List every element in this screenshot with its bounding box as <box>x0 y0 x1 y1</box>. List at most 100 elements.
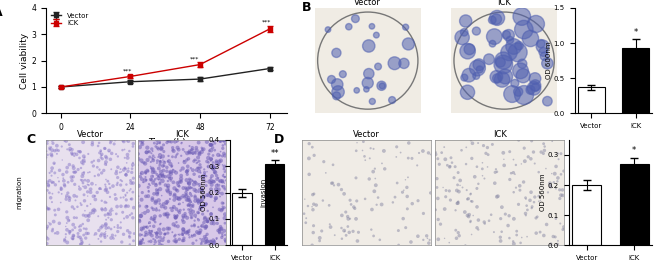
Circle shape <box>540 52 548 60</box>
Point <box>455 178 465 182</box>
Point <box>200 215 210 220</box>
Point <box>477 161 488 165</box>
Point <box>158 164 168 168</box>
Point <box>181 158 192 162</box>
Point <box>106 236 117 240</box>
Point <box>155 187 165 191</box>
Point <box>440 236 450 240</box>
Point <box>147 229 158 233</box>
Point <box>491 167 501 171</box>
Circle shape <box>531 83 540 91</box>
Point <box>74 225 84 229</box>
Point <box>431 150 442 154</box>
Circle shape <box>490 10 505 25</box>
Point <box>116 204 127 208</box>
Point <box>204 190 215 194</box>
Point <box>387 200 398 204</box>
Point <box>176 141 186 145</box>
Point <box>173 139 183 143</box>
Point <box>351 149 362 153</box>
Point <box>169 198 180 202</box>
Point <box>76 239 87 244</box>
Point <box>177 218 188 222</box>
Circle shape <box>464 44 475 55</box>
Point <box>555 196 565 200</box>
Point <box>169 192 180 197</box>
Point <box>200 241 211 245</box>
Point <box>79 156 90 160</box>
Point <box>403 175 413 179</box>
Point <box>121 204 131 209</box>
Point <box>210 148 220 152</box>
Point <box>504 150 515 154</box>
Circle shape <box>513 63 529 79</box>
Point <box>100 146 110 151</box>
Point <box>140 230 151 235</box>
Point <box>336 187 347 192</box>
Point <box>139 241 150 245</box>
Point <box>183 207 194 212</box>
Point <box>201 202 212 206</box>
Point <box>193 218 204 222</box>
Point <box>489 230 500 234</box>
Point <box>73 235 84 239</box>
Bar <box>620 164 648 245</box>
Point <box>120 204 130 208</box>
Point <box>515 188 525 192</box>
Point <box>304 172 314 176</box>
Point <box>64 195 74 199</box>
Point <box>78 227 89 231</box>
Point <box>98 168 109 173</box>
Point <box>214 231 225 235</box>
Point <box>181 188 192 192</box>
Point <box>333 182 344 187</box>
Point <box>186 224 197 228</box>
Point <box>96 234 106 238</box>
Bar <box>578 87 604 113</box>
Point <box>47 227 58 231</box>
Circle shape <box>495 52 512 69</box>
Point <box>115 220 126 224</box>
Point <box>374 238 385 242</box>
Point <box>217 179 227 183</box>
Point <box>146 206 157 210</box>
Point <box>202 219 212 223</box>
Point <box>202 165 213 169</box>
Circle shape <box>489 40 496 47</box>
Point <box>121 198 132 202</box>
Text: ***: *** <box>262 20 272 25</box>
Point <box>44 171 55 175</box>
Point <box>219 206 229 210</box>
Point <box>143 239 154 244</box>
Point <box>206 143 216 147</box>
Point <box>84 170 95 174</box>
Point <box>511 233 522 237</box>
Point <box>70 226 80 230</box>
Point <box>401 226 411 230</box>
Point <box>151 188 161 192</box>
Point <box>195 199 206 204</box>
Point <box>165 172 176 176</box>
Point <box>151 199 161 204</box>
Point <box>211 215 221 219</box>
Point <box>49 171 60 175</box>
Point <box>54 168 65 173</box>
Point <box>519 146 529 150</box>
Point <box>105 138 115 142</box>
Text: D: D <box>273 133 284 146</box>
Point <box>451 228 461 232</box>
Point <box>96 155 106 159</box>
Point <box>196 165 206 169</box>
Point <box>213 176 223 180</box>
Point <box>171 171 181 175</box>
Point <box>163 239 174 244</box>
Point <box>42 153 53 157</box>
Point <box>135 214 146 218</box>
Point <box>103 149 114 153</box>
Point <box>159 205 169 210</box>
Point <box>159 232 170 236</box>
Point <box>154 208 165 212</box>
Point <box>545 183 556 187</box>
Point <box>46 145 57 149</box>
Point <box>189 172 200 176</box>
